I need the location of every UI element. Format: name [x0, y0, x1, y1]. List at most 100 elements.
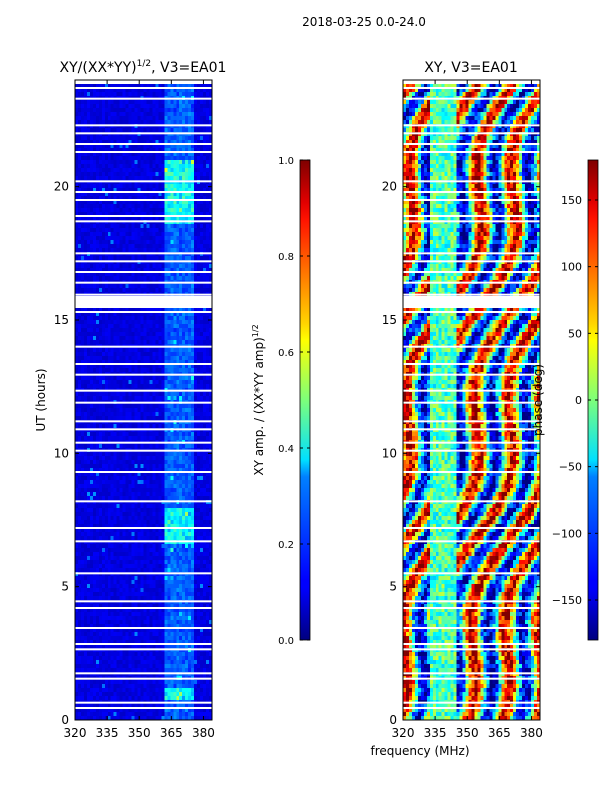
heatmap-cell [77, 376, 82, 381]
heatmap-cell [75, 112, 79, 117]
heatmap-cell [113, 108, 118, 113]
heatmap-cell [86, 496, 91, 501]
heatmap-cell [92, 480, 97, 485]
heatmap-cell [101, 200, 106, 205]
heatmap-cell [104, 360, 109, 365]
heatmap-cell [200, 216, 204, 221]
heatmap-cell [86, 340, 91, 345]
heatmap-cell [185, 320, 189, 325]
heatmap-cell [89, 512, 94, 517]
heatmap-cell [194, 460, 198, 465]
heatmap-cell [161, 172, 165, 177]
heatmap-cell [179, 392, 183, 397]
heatmap-cell [75, 256, 79, 261]
heatmap-cell [155, 212, 159, 217]
heatmap-cell [158, 424, 162, 429]
heatmap-cell [77, 104, 82, 109]
heatmap-cell [194, 168, 198, 173]
heatmap-cell [194, 196, 198, 201]
heatmap-cell [113, 232, 118, 237]
heatmap-cell [110, 200, 115, 205]
heatmap-cell [134, 288, 138, 293]
heatmap-cell [110, 328, 115, 333]
heatmap-cell [206, 92, 210, 97]
heatmap-cell [200, 336, 204, 341]
heatmap-cell [122, 456, 127, 461]
heatmap-cell [101, 128, 106, 133]
heatmap-cell [140, 452, 144, 457]
heatmap-cell [146, 368, 150, 373]
heatmap-cell [158, 160, 162, 165]
heatmap-cell [209, 504, 213, 509]
heatmap-cell [164, 244, 168, 249]
heatmap-cell [152, 364, 156, 369]
heatmap-cell [131, 496, 135, 501]
heatmap-cell [173, 488, 177, 493]
heatmap-cell [113, 288, 118, 293]
heatmap-cell [110, 104, 115, 109]
heatmap-cell [197, 284, 201, 289]
heatmap-cell [125, 408, 130, 413]
heatmap-cell [143, 452, 147, 457]
heatmap-cell [146, 228, 150, 233]
heatmap-cell [77, 364, 82, 369]
heatmap-cell [203, 232, 207, 237]
heatmap-cell [104, 136, 109, 141]
heatmap-cell [104, 312, 109, 317]
heatmap-cell [122, 364, 127, 369]
heatmap-cell [173, 176, 177, 181]
heatmap-cell [113, 140, 118, 145]
heatmap-cell [206, 236, 210, 241]
heatmap-cell [116, 460, 121, 465]
heatmap-cell [134, 248, 138, 253]
heatmap-cell [95, 392, 100, 397]
heatmap-cell [113, 492, 118, 497]
heatmap-cell [140, 404, 144, 409]
heatmap-cell [122, 88, 127, 93]
heatmap-cell [146, 356, 150, 361]
heatmap-cell [110, 396, 115, 401]
heatmap-cell [134, 476, 138, 481]
heatmap-cell [104, 496, 109, 501]
heatmap-cell [179, 412, 183, 417]
heatmap-cell [86, 212, 91, 217]
heatmap-cell [182, 100, 186, 105]
heatmap-cell [191, 268, 195, 273]
heatmap-cell [110, 88, 115, 93]
heatmap-cell [203, 320, 207, 325]
heatmap-cell [206, 324, 210, 329]
heatmap-cell [140, 244, 144, 249]
heatmap-cell [194, 436, 198, 441]
heatmap-cell [83, 376, 88, 381]
heatmap-cell [152, 208, 156, 213]
heatmap-cell [170, 240, 174, 245]
heatmap-cell [125, 504, 130, 509]
heatmap-cell [119, 92, 124, 97]
heatmap-cell [197, 348, 201, 353]
heatmap-cell [161, 204, 165, 209]
heatmap-cell [152, 240, 156, 245]
heatmap-cell [146, 460, 150, 465]
heatmap-cell [191, 488, 195, 493]
heatmap-cell [176, 308, 180, 313]
heatmap-cell [83, 112, 88, 117]
heatmap-cell [173, 264, 177, 269]
heatmap-cell [113, 456, 118, 461]
heatmap-cell [107, 384, 112, 389]
heatmap-cell [107, 328, 112, 333]
heatmap-cell [152, 84, 156, 89]
heatmap-cell [164, 480, 168, 485]
heatmap-cell [128, 508, 132, 513]
heatmap-cell [161, 100, 165, 105]
heatmap-cell [134, 328, 138, 333]
heatmap-cell [140, 276, 144, 281]
heatmap-cell [89, 312, 94, 317]
heatmap-cell [164, 444, 168, 449]
heatmap-cell [92, 360, 97, 365]
heatmap-cell [92, 156, 97, 161]
heatmap-cell [89, 268, 94, 273]
heatmap-cell [77, 156, 82, 161]
heatmap-cell [170, 276, 174, 281]
heatmap-cell [185, 460, 189, 465]
heatmap-cell [176, 320, 180, 325]
